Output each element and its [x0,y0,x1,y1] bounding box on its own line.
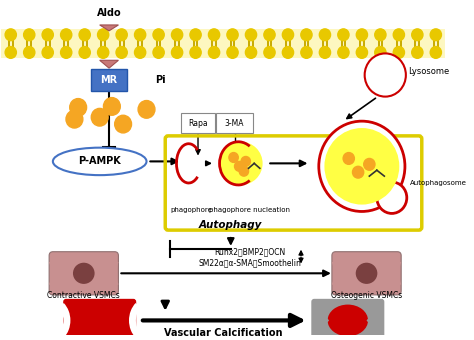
Circle shape [66,110,83,128]
Circle shape [229,153,238,163]
Circle shape [319,47,330,58]
Circle shape [79,29,90,41]
Circle shape [61,29,72,41]
Circle shape [91,108,108,126]
FancyBboxPatch shape [49,252,118,295]
Circle shape [70,99,87,116]
Circle shape [24,29,35,41]
Ellipse shape [73,263,95,284]
Circle shape [319,121,405,211]
Text: phagophore nucleation: phagophore nucleation [209,207,290,214]
Circle shape [430,29,441,41]
Circle shape [42,29,54,41]
Circle shape [209,47,219,58]
Circle shape [283,29,293,41]
Circle shape [375,29,386,41]
Circle shape [393,47,404,58]
Ellipse shape [324,128,399,205]
Circle shape [190,47,201,58]
Circle shape [79,47,90,58]
Ellipse shape [219,142,263,185]
FancyBboxPatch shape [91,69,127,91]
FancyBboxPatch shape [332,252,401,295]
Polygon shape [100,60,118,68]
Circle shape [116,29,127,41]
Circle shape [239,166,248,176]
Text: Vascular Calcification: Vascular Calcification [164,328,283,338]
Circle shape [115,115,131,133]
Circle shape [153,29,164,41]
Circle shape [412,29,423,41]
Text: MR: MR [100,75,118,85]
Circle shape [5,29,17,41]
Text: 3-MA: 3-MA [225,119,244,128]
Circle shape [301,29,312,41]
Circle shape [5,47,17,58]
Circle shape [377,182,407,214]
Circle shape [343,153,355,164]
Text: P-AMPK: P-AMPK [78,156,121,166]
Circle shape [135,47,146,58]
Circle shape [98,47,109,58]
FancyBboxPatch shape [63,299,136,340]
Circle shape [246,47,256,58]
Circle shape [227,47,238,58]
FancyBboxPatch shape [181,113,215,133]
Circle shape [353,166,364,178]
Circle shape [356,47,367,58]
Circle shape [103,98,120,115]
Ellipse shape [53,148,146,175]
Circle shape [153,47,164,58]
Text: Rapa: Rapa [188,119,208,128]
Circle shape [24,47,35,58]
Circle shape [190,29,201,41]
Circle shape [356,29,367,41]
Circle shape [116,47,127,58]
Circle shape [365,53,406,97]
Text: Autophagy: Autophagy [199,220,263,230]
FancyBboxPatch shape [216,113,253,133]
Circle shape [319,29,330,41]
Circle shape [227,29,238,41]
Circle shape [209,29,219,41]
Text: Contractive VSMCs: Contractive VSMCs [47,291,120,300]
Circle shape [430,47,441,58]
Circle shape [412,47,423,58]
Circle shape [135,29,146,41]
Circle shape [246,29,256,41]
Polygon shape [314,302,329,339]
Circle shape [264,47,275,58]
Text: Runx2、BMP2、OCN: Runx2、BMP2、OCN [214,247,285,256]
Text: SM22α、α-SMA、Smoothelin: SM22α、α-SMA、Smoothelin [198,258,301,267]
Circle shape [364,158,375,170]
Circle shape [235,162,244,171]
Polygon shape [100,25,118,31]
FancyBboxPatch shape [1,29,445,58]
Polygon shape [366,302,382,339]
Ellipse shape [356,263,377,284]
Circle shape [42,47,54,58]
Circle shape [301,47,312,58]
Circle shape [138,101,155,118]
Ellipse shape [328,305,368,336]
Circle shape [338,47,349,58]
Circle shape [241,156,250,166]
Text: Osteogenic VSMCs: Osteogenic VSMCs [331,291,402,300]
Text: phagophore: phagophore [171,207,212,214]
Circle shape [98,29,109,41]
Text: Lysosome: Lysosome [408,67,449,75]
Circle shape [283,47,293,58]
FancyBboxPatch shape [311,299,384,340]
Circle shape [61,47,72,58]
Text: Autophagosome: Autophagosome [410,180,466,186]
Circle shape [172,47,182,58]
Text: Aldo: Aldo [97,8,121,18]
Circle shape [338,29,349,41]
Circle shape [375,47,386,58]
Circle shape [172,29,182,41]
Circle shape [264,29,275,41]
Text: Pi: Pi [155,75,166,85]
Circle shape [393,29,404,41]
